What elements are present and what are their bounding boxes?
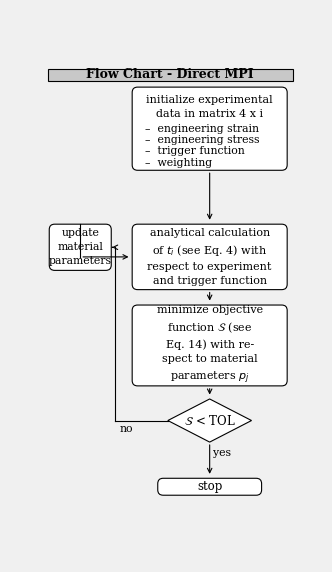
Text: analytical calculation
of $t_i$ (see Eq. 4) with
respect to experiment
and trigg: analytical calculation of $t_i$ (see Eq.… [147,228,272,286]
FancyBboxPatch shape [158,478,262,495]
FancyBboxPatch shape [132,224,287,289]
Text: –  trigger function: – trigger function [144,146,244,156]
Text: –  engineering stress: – engineering stress [144,135,259,145]
Polygon shape [168,399,252,442]
Text: yes: yes [213,448,231,458]
Text: –  engineering strain: – engineering strain [144,124,259,134]
Text: update
material
parameters: update material parameters [49,228,112,267]
FancyBboxPatch shape [132,87,287,170]
FancyBboxPatch shape [49,224,111,271]
Bar [48,69,292,81]
Text: minimize objective
function $\mathcal{S}$ (see
Eq. 14) with re-
spect to materia: minimize objective function $\mathcal{S}… [157,305,263,386]
FancyBboxPatch shape [132,305,287,386]
Text: –  weighting: – weighting [144,157,212,168]
Text: no: no [120,424,133,434]
Text: stop: stop [197,480,222,493]
Text: initialize experimental
data in matrix 4 x i: initialize experimental data in matrix 4… [146,95,273,119]
Text: $\mathcal{S}$ < TOL: $\mathcal{S}$ < TOL [184,414,235,427]
Text: Flow Chart - Direct MPI: Flow Chart - Direct MPI [86,68,254,81]
